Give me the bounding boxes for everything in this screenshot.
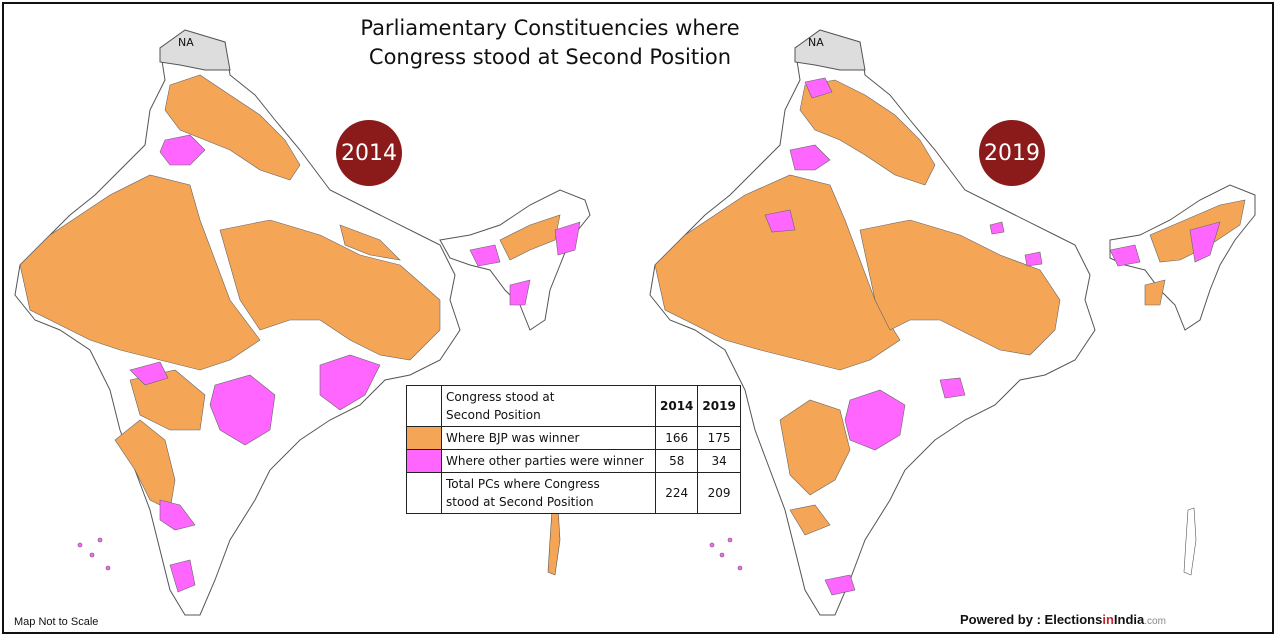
legend-label-bjp: Where BJP was winner bbox=[441, 426, 656, 450]
legend-header-line-1: Congress stood at bbox=[446, 390, 555, 404]
legend-value-others-2019: 34 bbox=[697, 449, 741, 473]
legend-header-row: Congress stood at Second Position 2014 2… bbox=[406, 385, 741, 427]
legend-total-line-1: Total PCs where Congress bbox=[446, 477, 600, 491]
bjp-region-nepal-border-2014 bbox=[339, 224, 401, 261]
other-region-bihar-2019 bbox=[1024, 251, 1043, 267]
other-region-ne2-2014 bbox=[554, 221, 581, 256]
legend-row-bjp: Where BJP was winner 166 175 bbox=[406, 426, 741, 450]
title-line-1: Parliamentary Constituencies where bbox=[360, 16, 740, 40]
brand-in: in bbox=[1102, 612, 1114, 627]
na-label-2019: NA bbox=[808, 36, 824, 49]
other-region-punjab-2019 bbox=[789, 144, 831, 171]
bjp-region-north-2014 bbox=[164, 74, 301, 181]
bjp-region-south-west-2014 bbox=[114, 419, 176, 511]
lakshadweep-island-2-2014 bbox=[89, 552, 95, 558]
legend-swatch-bjp bbox=[406, 426, 442, 450]
bjp-region-central-2014 bbox=[219, 219, 441, 361]
other-region-ne3-2014 bbox=[509, 279, 531, 306]
legend-row-others: Where other parties were winner 58 34 bbox=[406, 449, 741, 473]
powered-by-label: Powered by : bbox=[960, 612, 1045, 627]
na-region-2014 bbox=[159, 29, 231, 71]
bjp-region-west-2014 bbox=[19, 174, 261, 371]
legend-table: Congress stood at Second Position 2014 2… bbox=[406, 385, 741, 514]
legend-swatch-total bbox=[406, 472, 442, 514]
legend-header-label: Congress stood at Second Position bbox=[441, 385, 656, 427]
lakshadweep-island-1-2014 bbox=[77, 542, 83, 548]
lakshadweep-island-3-2014 bbox=[97, 537, 103, 543]
other-region-punjab-2014 bbox=[159, 134, 206, 166]
other-region-rajasthan-2019 bbox=[764, 209, 796, 233]
powered-by: Powered by : ElectionsinIndia.com bbox=[960, 612, 1166, 627]
legend-header-line-2: Second Position bbox=[446, 408, 541, 422]
other-region-ne1-2019 bbox=[1109, 244, 1141, 267]
other-region-maharashtra-2014 bbox=[129, 361, 169, 386]
other-region-ne2-2019 bbox=[1189, 221, 1221, 263]
bjp-region-north-2019 bbox=[799, 79, 936, 186]
page-title: Parliamentary Constituencies where Congr… bbox=[300, 14, 800, 72]
legend-value-bjp-2019: 175 bbox=[697, 426, 741, 450]
lakshadweep-island-4-2019 bbox=[737, 565, 743, 571]
other-region-tn-2019 bbox=[824, 574, 856, 596]
other-region-odisha-2014 bbox=[319, 354, 381, 411]
brand-dotcom: .com bbox=[1144, 616, 1166, 627]
bjp-region-karnataka-2019 bbox=[789, 504, 831, 536]
bjp-region-deccan-2019 bbox=[779, 399, 851, 496]
other-region-jk-2019 bbox=[804, 77, 833, 99]
lakshadweep-island-1-2019 bbox=[709, 542, 715, 548]
other-region-telangana-2014 bbox=[209, 374, 276, 446]
legend-value-others-2014: 58 bbox=[654, 449, 699, 473]
legend-value-bjp-2014: 166 bbox=[654, 426, 699, 450]
legend-total-line-2: stood at Second Position bbox=[446, 495, 594, 509]
other-region-tn-2014 bbox=[169, 559, 196, 593]
year-badge-2019: 2019 bbox=[979, 120, 1045, 186]
bjp-region-central-2019 bbox=[859, 219, 1061, 356]
legend-header-swatch bbox=[406, 385, 442, 427]
bjp-region-deccan-2014 bbox=[129, 369, 206, 431]
legend-swatch-others bbox=[406, 449, 442, 473]
brand-india: India bbox=[1113, 612, 1145, 627]
legend-label-others: Where other parties were winner bbox=[441, 449, 656, 473]
brand-elections: Elections bbox=[1044, 612, 1103, 627]
year-badge-2014: 2014 bbox=[336, 120, 402, 186]
legend-col-2014: 2014 bbox=[654, 385, 699, 427]
andaman-islands-2019 bbox=[1183, 507, 1197, 576]
legend-value-total-2014: 224 bbox=[654, 472, 699, 514]
bjp-region-ne-2014 bbox=[499, 214, 561, 261]
legend-row-total: Total PCs where Congress stood at Second… bbox=[406, 472, 741, 514]
lakshadweep-island-4-2014 bbox=[105, 565, 111, 571]
other-region-karnataka-2014 bbox=[159, 499, 196, 531]
other-region-odisha-2019 bbox=[939, 377, 966, 399]
legend-col-2019: 2019 bbox=[697, 385, 741, 427]
lakshadweep-island-2-2019 bbox=[719, 552, 725, 558]
title-line-2: Congress stood at Second Position bbox=[368, 45, 732, 69]
legend-label-total: Total PCs where Congress stood at Second… bbox=[441, 472, 656, 514]
lakshadweep-island-3-2019 bbox=[727, 537, 733, 543]
map-scale-note: Map Not to Scale bbox=[14, 616, 99, 628]
other-region-ne1-2014 bbox=[469, 244, 501, 267]
other-region-up-2019 bbox=[989, 221, 1005, 235]
bjp-region-ne-south-2019 bbox=[1144, 279, 1166, 306]
na-label-2014: NA bbox=[178, 36, 194, 49]
other-region-telangana-2019 bbox=[844, 389, 906, 451]
legend-value-total-2019: 209 bbox=[697, 472, 741, 514]
na-region-2019 bbox=[794, 29, 866, 71]
